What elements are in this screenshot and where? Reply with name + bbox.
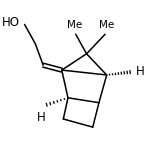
- Text: HO: HO: [2, 16, 20, 29]
- Text: H: H: [136, 65, 145, 78]
- Text: Me: Me: [99, 20, 114, 30]
- Text: Me: Me: [67, 20, 82, 30]
- Text: H: H: [37, 111, 46, 124]
